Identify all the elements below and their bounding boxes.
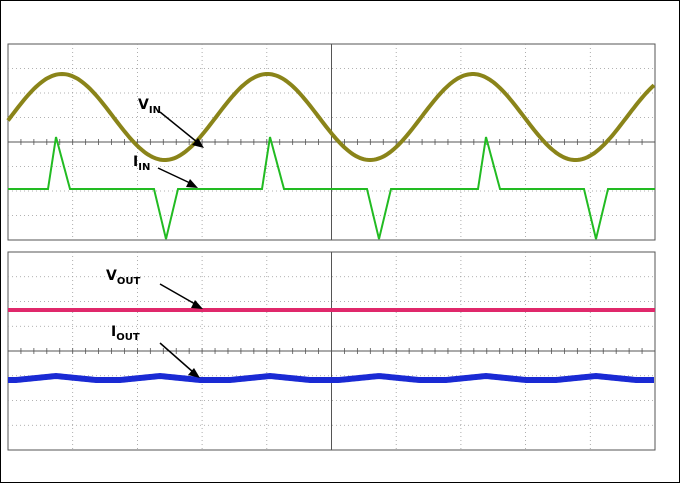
vin-arrow-line xyxy=(159,111,198,143)
iout-arrow-line xyxy=(159,342,194,373)
vin-label: VIN xyxy=(138,97,161,116)
top-panel xyxy=(6,43,656,241)
vout-arrow-line xyxy=(159,283,196,305)
vin-trace xyxy=(6,71,656,163)
bottom-grid xyxy=(7,252,656,450)
top-grid xyxy=(7,44,656,240)
iout-label: IOUT xyxy=(111,324,140,343)
iin-trace xyxy=(8,136,655,240)
iin-arrow-head xyxy=(186,179,198,188)
vin-arrow-head xyxy=(192,138,204,148)
trace-labels: VIN IIN VOUT IOUT xyxy=(106,97,204,378)
iout-arrow-head xyxy=(188,368,200,378)
iout-trace xyxy=(8,372,654,383)
iin-arrow-line xyxy=(157,167,191,184)
iin-label: IIN xyxy=(133,154,150,173)
vout-label: VOUT xyxy=(106,268,140,287)
bottom-panel xyxy=(7,251,656,451)
vout-arrow-head xyxy=(191,300,203,309)
